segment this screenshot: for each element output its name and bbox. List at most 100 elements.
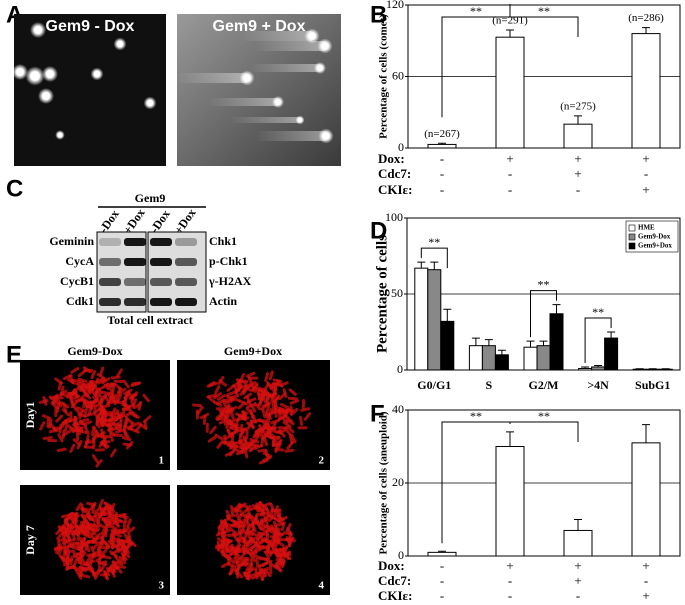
chromosome (222, 399, 233, 405)
chromosome (112, 528, 122, 534)
condition-label: CKIε: (378, 588, 412, 603)
chromosome (95, 377, 105, 384)
chromosome (253, 402, 262, 411)
band (150, 278, 172, 286)
chromosome (102, 540, 111, 549)
micrograph (12, 14, 166, 166)
significance-label: ** (470, 409, 482, 423)
chromosome (265, 524, 273, 534)
n-annotation: (n=275) (560, 100, 596, 112)
chromosome (123, 533, 130, 543)
chromosome (268, 564, 273, 575)
chromosome (258, 507, 269, 513)
chromosome (79, 537, 85, 547)
chromosome (268, 513, 276, 522)
chromosome (94, 448, 105, 452)
significance-label: ** (538, 409, 550, 423)
chromosome (213, 392, 222, 400)
chromosome (277, 508, 282, 519)
chromosome (225, 554, 231, 565)
chromosome (76, 545, 85, 553)
chromosome (97, 378, 107, 385)
error-bar (506, 431, 514, 447)
chromosome (96, 431, 106, 438)
error-bar (642, 27, 650, 34)
chromosome (89, 397, 99, 405)
chromosome (249, 505, 259, 511)
chromosome (88, 385, 97, 394)
chromosome (265, 533, 270, 544)
chromosome (223, 520, 229, 531)
error-bar (438, 142, 446, 145)
chromosome (71, 520, 80, 529)
chromosome (77, 377, 88, 383)
chromosome (98, 498, 104, 509)
bar (523, 346, 538, 371)
nucleus (30, 22, 46, 38)
chromosome (58, 554, 66, 564)
y-tick-label: 0 (397, 362, 403, 376)
chromosome (222, 441, 232, 447)
chromosome (303, 412, 312, 421)
comet-head (318, 128, 334, 144)
chromosome (241, 536, 248, 547)
chromosome (109, 432, 114, 442)
chromosome (250, 383, 259, 393)
chromosome (207, 435, 217, 443)
legend-label: Gem9+Dox (638, 242, 672, 250)
chromosome (69, 443, 76, 453)
chromosome (98, 508, 103, 519)
chromosome (39, 421, 46, 431)
column-label: Gem9+Dox (224, 344, 282, 358)
chromosome (265, 413, 271, 423)
chromosome (268, 562, 278, 570)
condition-mark: + (642, 182, 649, 197)
band (150, 258, 172, 266)
chromosome (123, 388, 133, 396)
chromosome (272, 429, 283, 435)
row-label: Day1 (23, 402, 37, 429)
image-number: 1 (159, 455, 165, 467)
y-tick-label: 0 (398, 548, 404, 562)
chromosome (132, 402, 142, 410)
comet-tail (208, 98, 278, 106)
chromosome (262, 557, 273, 563)
chromosome (129, 411, 138, 419)
chromosome (219, 411, 229, 419)
chromosome (250, 437, 258, 447)
chromosome (279, 402, 290, 409)
chromosome (55, 527, 64, 536)
comet-head (304, 28, 320, 44)
comet-tail (255, 41, 325, 51)
bar (632, 368, 647, 371)
band (99, 258, 121, 266)
bar (414, 267, 429, 371)
bar (427, 143, 457, 149)
chromosome (57, 433, 64, 443)
chromosome (233, 506, 243, 513)
chromosome (237, 379, 248, 385)
bar (481, 345, 496, 371)
chromosome (125, 441, 134, 450)
chromosome (77, 369, 87, 378)
chromosome (287, 537, 294, 548)
nucleus (113, 37, 127, 51)
comet-tail (250, 64, 320, 72)
chromosome (286, 441, 294, 450)
chromosome (225, 509, 231, 520)
chromosome (83, 404, 90, 415)
bar (440, 320, 455, 371)
chromosome (54, 407, 58, 418)
chromosome (97, 541, 102, 551)
chromosome (226, 390, 236, 397)
nucleus (55, 130, 65, 140)
significance-label: ** (428, 235, 440, 249)
chromosome (216, 394, 226, 401)
chromosome (101, 377, 111, 385)
chromosome (69, 396, 74, 407)
chromosome (217, 525, 222, 536)
chromosome (268, 547, 276, 557)
condition-mark: - (440, 573, 444, 588)
chromosome (275, 540, 285, 548)
